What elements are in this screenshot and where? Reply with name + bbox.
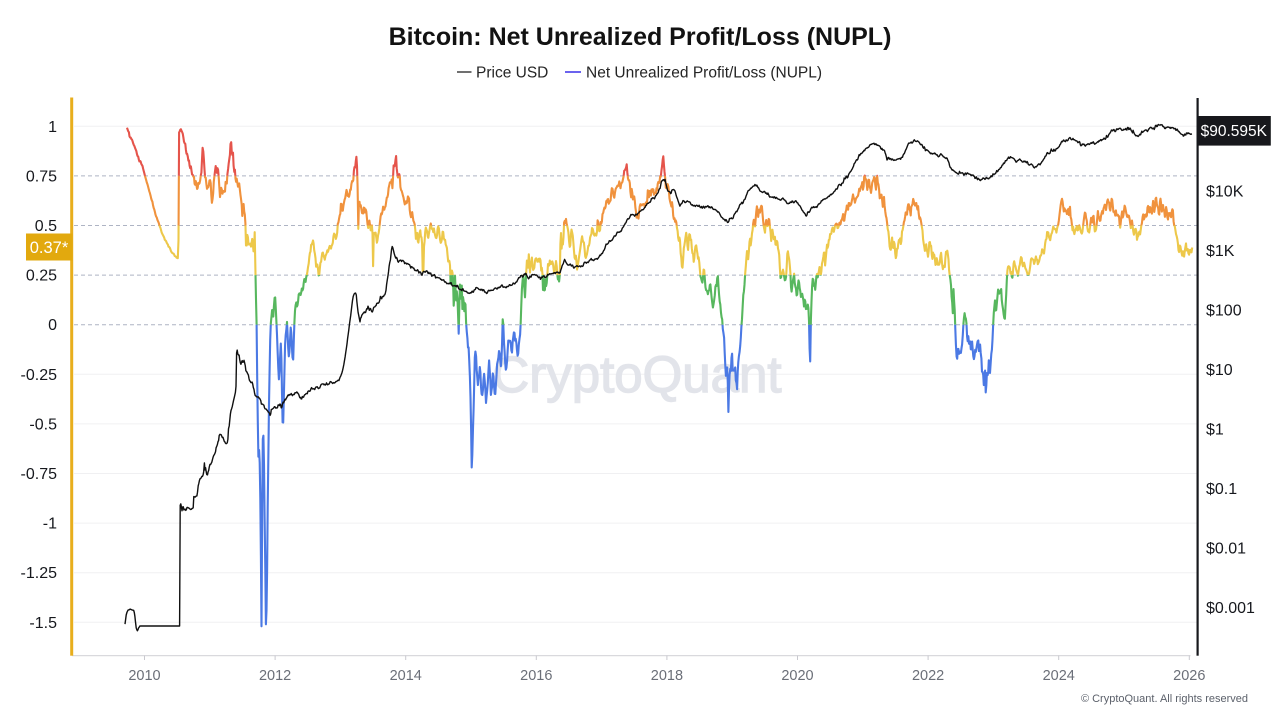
- svg-text:2016: 2016: [520, 668, 552, 684]
- svg-text:-1.5: -1.5: [29, 615, 57, 632]
- svg-text:0.75: 0.75: [26, 168, 57, 185]
- svg-text:2018: 2018: [651, 668, 683, 684]
- svg-text:$100: $100: [1206, 302, 1242, 319]
- svg-text:-1: -1: [43, 516, 57, 533]
- svg-text:0.25: 0.25: [26, 268, 57, 285]
- svg-text:$10K: $10K: [1206, 183, 1244, 200]
- svg-text:Net Unrealized Profit/Loss (NU: Net Unrealized Profit/Loss (NUPL): [586, 65, 822, 82]
- svg-text:1: 1: [48, 119, 57, 136]
- svg-text:-0.25: -0.25: [21, 367, 58, 384]
- svg-text:$1: $1: [1206, 421, 1224, 438]
- svg-text:0.37*: 0.37*: [30, 239, 69, 257]
- svg-text:$90.595K: $90.595K: [1201, 123, 1268, 140]
- svg-text:$0.001: $0.001: [1206, 600, 1255, 617]
- svg-text:-0.75: -0.75: [21, 466, 58, 483]
- svg-text:Bitcoin: Net Unrealized Profit: Bitcoin: Net Unrealized Profit/Loss (NUP…: [389, 23, 892, 51]
- svg-text:2010: 2010: [128, 668, 160, 684]
- svg-text:2022: 2022: [912, 668, 944, 684]
- svg-text:© CryptoQuant. All rights rese: © CryptoQuant. All rights reserved: [1081, 693, 1248, 705]
- svg-text:0.5: 0.5: [35, 218, 57, 235]
- svg-text:$0.1: $0.1: [1206, 481, 1237, 498]
- svg-text:$1K: $1K: [1206, 243, 1235, 260]
- svg-text:2020: 2020: [781, 668, 813, 684]
- svg-text:0: 0: [48, 317, 57, 334]
- svg-text:-1.25: -1.25: [21, 565, 58, 582]
- svg-text:-0.5: -0.5: [29, 416, 57, 433]
- svg-text:2012: 2012: [259, 668, 291, 684]
- svg-text:$10: $10: [1206, 362, 1233, 379]
- svg-text:$0.01: $0.01: [1206, 541, 1246, 558]
- svg-text:Price USD: Price USD: [476, 65, 548, 82]
- svg-text:2014: 2014: [390, 668, 422, 684]
- svg-text:2026: 2026: [1173, 668, 1205, 684]
- svg-text:CryptoQuant: CryptoQuant: [492, 346, 781, 403]
- svg-text:2024: 2024: [1043, 668, 1075, 684]
